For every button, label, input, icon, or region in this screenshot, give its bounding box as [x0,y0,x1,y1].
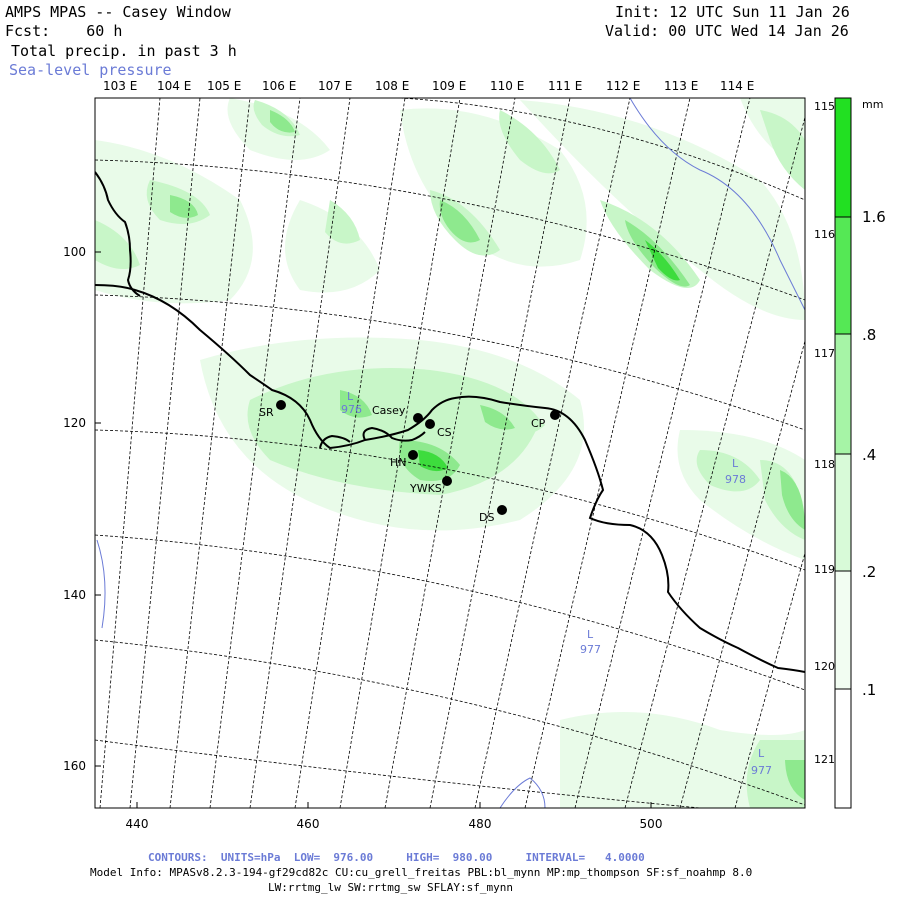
contour-info: CONTOURS: UNITS=hPa LOW= 976.00 HIGH= 98… [148,851,645,864]
station-casey: Casey [372,404,423,423]
stations: SR Casey CS HN YWKS CP [259,400,560,524]
lon-label: 103 E [103,79,137,93]
longitude-labels: 103 E 104 E 105 E 106 E 107 E 108 E 109 … [103,79,754,93]
field-description: Total precip. in past 3 h [11,42,237,60]
overlay-description: Sea-level pressure [9,61,172,79]
pressure-lows: L 976 L 978 L 977 L 977 [341,390,772,777]
valid-time: Valid: 00 UTC Wed 14 Jan 26 [605,22,849,40]
physics-info: LW:rrtmg_lw SW:rrtmg_sw SFLAY:sf_mynn [268,881,514,894]
lon-label: 111 E [548,79,582,93]
station-label: CP [531,417,546,430]
low-value: 977 [751,764,772,777]
station-hn: HN [390,450,418,469]
map-area: SR Casey CS HN YWKS CP [95,98,805,808]
pressure-contours [96,98,805,808]
x-tick-label: 440 [126,817,149,831]
colorbar-segment [835,217,851,334]
colorbar-unit: mm [862,98,883,111]
low-symbol: L [587,628,594,641]
x-tick-label: 500 [640,817,663,831]
station-sr: SR [259,400,286,419]
colorbar-segment [835,571,851,689]
lat-lon-grid [95,98,805,808]
y-tick-label: 100 [63,245,86,259]
low-marker: L 977 [580,628,601,656]
colorbar-segment [835,689,851,808]
station-ds: DS [479,505,507,524]
x-tick-label: 480 [469,817,492,831]
lon-label: 106 E [262,79,296,93]
low-symbol: L [732,457,739,470]
x-axis-ticks [136,802,652,808]
low-symbol: L [347,390,354,403]
low-marker: L 977 [751,747,772,777]
low-value: 976 [341,403,362,416]
station-label: HN [390,456,407,469]
lon-label: 112 E [606,79,640,93]
y-axis-ticks [95,251,101,767]
map-frame [94,97,806,809]
lon-label: 109 E [432,79,466,93]
station-label: YWKS [409,482,442,495]
lon-label: 105 E [207,79,241,93]
y-tick-label: 140 [63,588,86,602]
x-tick-label: 460 [297,817,320,831]
low-marker: L 976 [341,390,362,416]
colorbar-label: .2 [862,563,876,581]
y-tick-label: 160 [63,759,86,773]
lon-label: 108 E [375,79,409,93]
init-time: Init: 12 UTC Sun 11 Jan 26 [615,3,850,21]
y-tick-label: 120 [63,416,86,430]
lon-label: 110 E [490,79,524,93]
colorbar-segment [835,454,851,571]
colorbar-segment [835,334,851,454]
colorbar-segment [835,98,851,217]
lon-label: 113 E [664,79,698,93]
low-value: 978 [725,473,746,486]
map-title: AMPS MPAS -- Casey Window [5,3,231,21]
station-cs: CS [425,419,452,439]
station-ywks: YWKS [409,476,452,495]
station-label: CS [437,426,452,439]
coastline [95,171,805,673]
low-symbol: L [758,747,765,760]
station-label: Casey [372,404,406,417]
model-info: Model Info: MPASv8.2.3-194-gf29cd82c CU:… [90,866,753,879]
station-label: SR [259,406,274,419]
station-label: DS [479,511,494,524]
y-axis-labels: 100 120 140 160 [63,245,86,773]
lon-label: 107 E [318,79,352,93]
colorbar: mm 1.6 .8 .4 .2 .1 [834,97,886,809]
lon-label: 104 E [157,79,191,93]
colorbar-label: 1.6 [862,208,886,226]
lon-label: 114 E [720,79,754,93]
x-axis-labels: 440 460 480 500 [126,817,663,831]
station-cp: CP [531,410,560,430]
low-marker: L 978 [725,457,746,486]
colorbar-label: .8 [862,326,876,344]
forecast-hour: Fcst: 60 h [5,22,123,40]
low-value: 977 [580,643,601,656]
colorbar-label: .4 [862,446,876,464]
colorbar-label: .1 [862,681,876,699]
